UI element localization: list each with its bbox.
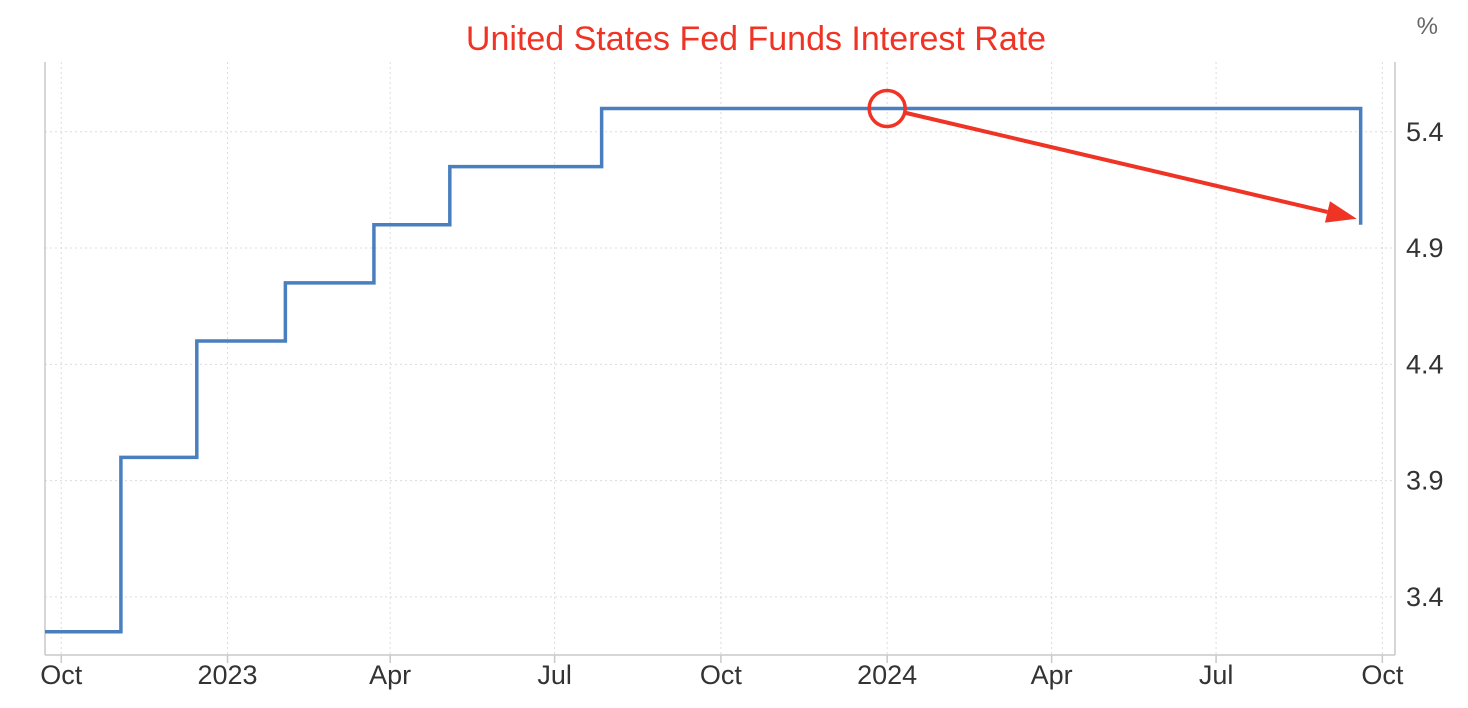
tick-labels: 3.4 3.9 4.4 4.9 5.4 Oct 2023 Apr Jul Oct 2024 Apr Ju… xyxy=(40,117,1443,690)
x-tick-label: 2024 xyxy=(857,660,917,690)
annotations xyxy=(867,88,1357,223)
x-tick-label: Oct xyxy=(700,660,743,690)
y-tick-label: 4.4 xyxy=(1406,349,1444,379)
chart-title: United States Fed Funds Interest Rate xyxy=(466,20,1046,58)
x-tick-label: Jul xyxy=(537,660,572,690)
annotation-circle xyxy=(867,88,907,129)
y-axis-unit-label: % xyxy=(1417,13,1438,40)
axes xyxy=(44,62,1396,663)
y-tick-label: 5.4 xyxy=(1406,117,1444,147)
x-tick-label: Apr xyxy=(369,660,411,690)
series-layer xyxy=(45,106,1363,634)
x-tick-label: Oct xyxy=(1361,660,1404,690)
rate-series-line xyxy=(45,106,1363,634)
annotation-arrow-line xyxy=(904,110,1328,214)
x-tick-label: Oct xyxy=(40,660,83,690)
x-tick-label: Apr xyxy=(1031,660,1073,690)
y-tick-label: 3.4 xyxy=(1406,582,1444,612)
x-tick-label: 2023 xyxy=(197,660,257,690)
annotation-arrow-head xyxy=(1324,201,1357,223)
y-tick-label: 4.9 xyxy=(1406,233,1444,263)
y-tick-label: 3.9 xyxy=(1406,466,1444,496)
x-tick-label: Jul xyxy=(1199,660,1234,690)
grid-lines xyxy=(45,62,1395,655)
